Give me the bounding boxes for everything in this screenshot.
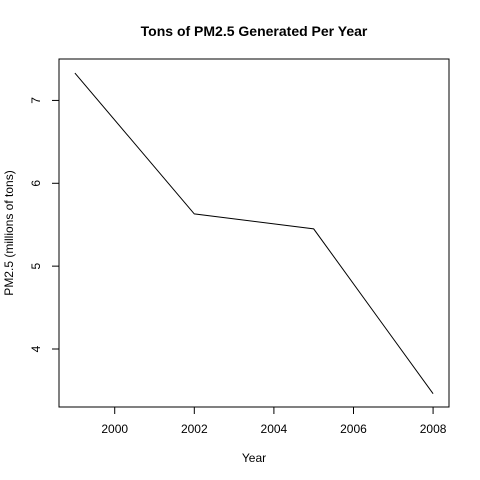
x-tick-label: 2000 bbox=[101, 422, 128, 436]
data-point bbox=[431, 391, 436, 396]
x-tick-label: 2006 bbox=[340, 422, 367, 436]
plot-frame bbox=[58, 58, 450, 408]
x-tick-label: 2002 bbox=[181, 422, 208, 436]
x-tick-label: 2008 bbox=[420, 422, 447, 436]
data-point bbox=[192, 211, 197, 216]
y-axis-label: PM2.5 (millions of tons) bbox=[2, 170, 16, 295]
x-axis: 2000 2002 2004 2006 2008 bbox=[101, 407, 447, 436]
y-tick-label: 7 bbox=[29, 97, 43, 104]
x-axis-label: Year bbox=[242, 451, 266, 465]
series-layer bbox=[72, 71, 436, 396]
data-point bbox=[72, 71, 77, 76]
series-line bbox=[74, 72, 434, 394]
chart-title: Tons of PM2.5 Generated Per Year bbox=[141, 23, 368, 39]
y-tick-label: 6 bbox=[29, 180, 43, 187]
y-tick-label: 5 bbox=[29, 262, 43, 269]
y-tick-label: 4 bbox=[29, 345, 43, 352]
y-axis: 4 5 6 7 bbox=[29, 97, 59, 352]
data-point bbox=[311, 226, 316, 231]
x-tick-label: 2004 bbox=[261, 422, 288, 436]
